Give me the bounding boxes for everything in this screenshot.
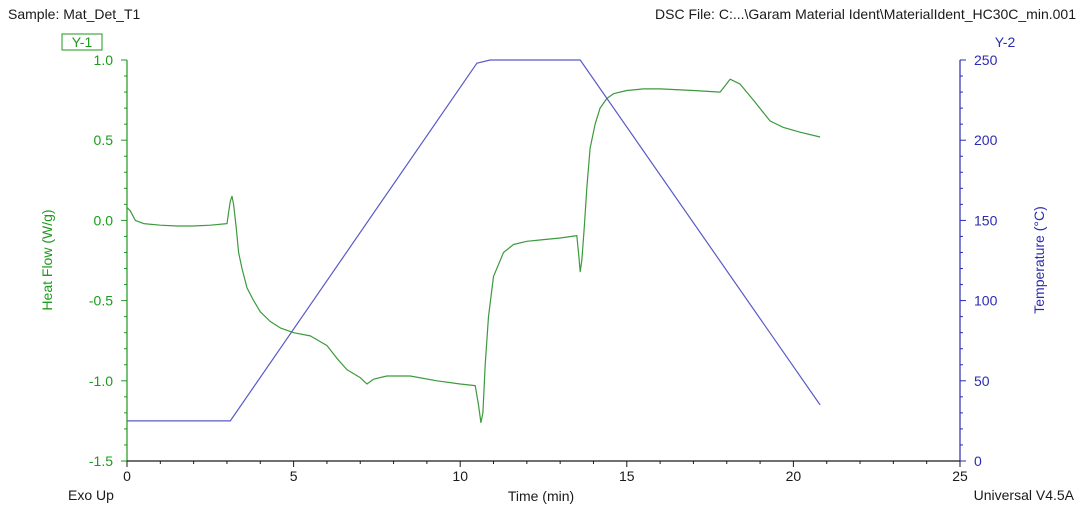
x-tick-label: 0	[123, 468, 131, 484]
x-tick-label: 10	[452, 468, 468, 484]
y1-tag: Y-1	[72, 34, 93, 50]
y2-tick-label: 150	[974, 212, 998, 228]
y1-tick-label: 0.5	[94, 132, 114, 148]
x-tick-label: 15	[619, 468, 635, 484]
y2-tag: Y-2	[995, 34, 1016, 50]
y1-tick-label: -1.0	[89, 373, 113, 389]
y1-axis-label: Heat Flow (W/g)	[39, 209, 55, 310]
version-label: Universal V4.5A	[973, 487, 1074, 503]
y2-tick-label: 50	[974, 373, 990, 389]
y2-axis-label: Temperature (°C)	[1031, 206, 1047, 314]
chart-axes	[126, 60, 961, 462]
exo-up-label: Exo Up	[68, 487, 114, 503]
y1-tick-label: 1.0	[94, 52, 114, 68]
y1-tick-label: -1.5	[89, 453, 113, 469]
chart-ticks: 1.0 0.5 0.0 -0.5 -1.0 -1.5 250 200 150 100 50 0 0 5 10…	[89, 52, 998, 484]
y1-tick-label: -0.5	[89, 293, 113, 309]
y1-tag-box	[61, 33, 103, 51]
y2-tick-label: 250	[974, 52, 998, 68]
heat-flow-line	[126, 78, 821, 424]
sample-label: Sample: Mat_Det_T1	[8, 6, 141, 22]
y2-tick-label: 100	[974, 293, 998, 309]
y2-tick-label: 200	[974, 132, 998, 148]
dsc-file-label: DSC File: C:...\Garam Material Ident\Mat…	[655, 6, 1076, 22]
x-axis-label: Time (min)	[508, 488, 574, 504]
y1-tick-label: 0.0	[94, 212, 114, 228]
chart-series	[126, 59, 821, 424]
x-tick-label: 25	[952, 468, 968, 484]
temperature-line	[127, 59, 821, 422]
x-tick-label: 5	[290, 468, 298, 484]
x-tick-label: 20	[786, 468, 802, 484]
y2-tick-label: 0	[974, 453, 982, 469]
